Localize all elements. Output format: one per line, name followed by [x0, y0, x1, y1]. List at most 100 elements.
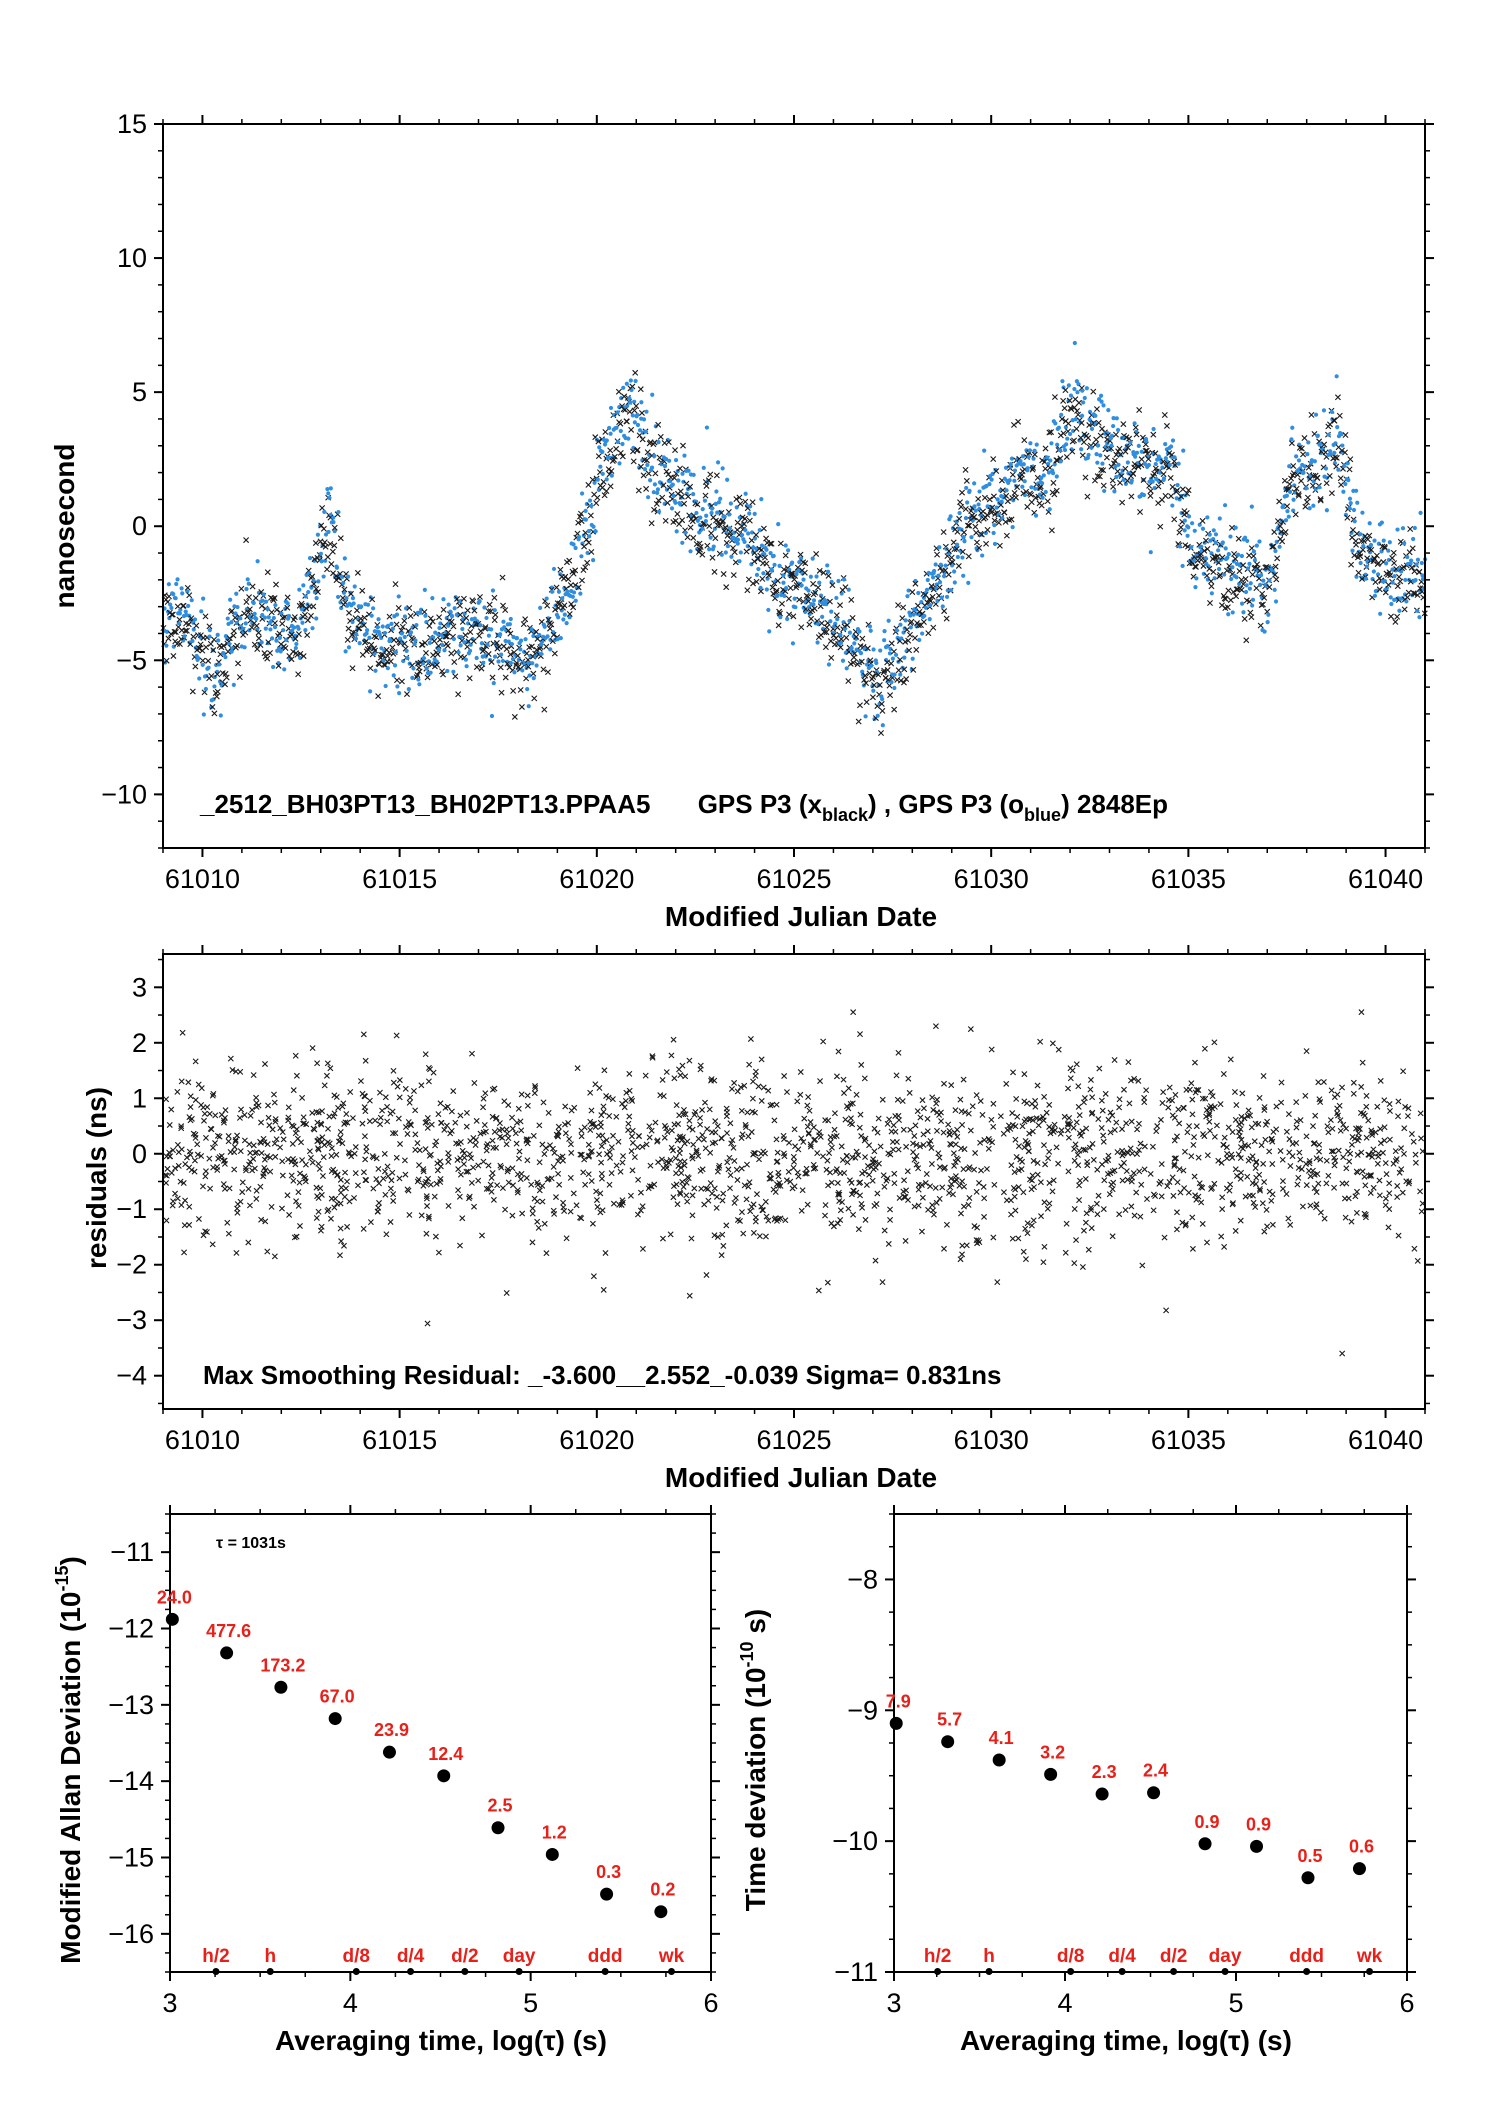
residual-point — [1173, 1226, 1180, 1233]
residual-point — [734, 1088, 741, 1095]
residual-point — [1206, 1110, 1213, 1117]
residual-point — [600, 1108, 607, 1115]
gps-blue-point — [1046, 461, 1051, 467]
gps-blue-point — [648, 478, 653, 483]
residual-point — [1226, 1187, 1233, 1194]
residual-point — [1343, 1165, 1350, 1172]
residual-point — [323, 1072, 330, 1079]
gps-black-point — [785, 595, 792, 602]
gps-black-point — [1203, 572, 1210, 579]
gps-blue-point — [1098, 453, 1103, 458]
residual-point — [1353, 1188, 1360, 1195]
gps-blue-point — [498, 632, 503, 637]
residual-point — [606, 1181, 613, 1188]
residual-point — [460, 1161, 467, 1168]
residual-point — [1355, 1134, 1362, 1141]
gps-blue-point — [1193, 584, 1198, 590]
gps-black-point — [1003, 492, 1010, 499]
gps-black-point — [796, 596, 803, 603]
gps-black-point — [594, 494, 601, 501]
residual-point — [1362, 1211, 1369, 1218]
gps-black-point — [1261, 594, 1268, 601]
gps-blue-point — [902, 655, 907, 660]
gps-blue-point — [579, 554, 584, 559]
residual-point — [703, 1272, 710, 1279]
residual-point — [1158, 1161, 1165, 1168]
gps-black-point — [826, 598, 833, 605]
residual-point — [1114, 1149, 1121, 1156]
residual-point — [1343, 1125, 1350, 1132]
gps-blue-point — [902, 626, 907, 631]
gps-blue-point — [678, 502, 683, 507]
residual-point — [231, 1149, 238, 1156]
residual-point — [683, 1192, 690, 1199]
residual-point — [959, 1178, 966, 1185]
residual-point — [853, 1091, 860, 1098]
residual-point — [423, 1195, 430, 1202]
gps-blue-point — [955, 554, 960, 560]
residual-point — [858, 1061, 865, 1068]
gps-blue-point — [1241, 610, 1246, 615]
gps-blue-point — [490, 588, 496, 593]
gps-black-point — [1276, 498, 1283, 505]
gps-blue-point — [467, 648, 473, 653]
gps-black-point — [934, 551, 941, 558]
gps-black-point — [1286, 481, 1293, 488]
residual-point — [457, 1139, 464, 1145]
residual-point — [245, 1239, 252, 1246]
gps-blue-point — [790, 641, 796, 646]
residual-point — [239, 1179, 246, 1186]
gps-black-point — [514, 652, 521, 659]
residual-point — [1074, 1151, 1081, 1158]
residual-point — [960, 1203, 967, 1210]
residual-point — [600, 1138, 607, 1145]
gps-blue-point — [1350, 548, 1355, 553]
residual-point — [643, 1141, 650, 1148]
gps-black-point — [1389, 555, 1396, 562]
gps-black-point — [284, 594, 291, 601]
gps-black-point — [813, 550, 820, 557]
gps-blue-point — [826, 662, 832, 667]
residual-point — [798, 1207, 805, 1214]
gps-black-point — [1074, 407, 1081, 414]
residual-point — [879, 1096, 886, 1103]
residual-point — [1321, 1215, 1328, 1222]
gps-blue-point — [703, 518, 708, 524]
gps-black-point — [1116, 445, 1123, 452]
ts-xtick-label: 61015 — [362, 864, 437, 894]
residual-point — [676, 1189, 683, 1196]
residual-point — [529, 1239, 536, 1246]
time-series-annotation: _2512_BH03PT13_BH02PT13.PPAA5 GPS P3 (xb… — [199, 789, 1168, 825]
residual-point — [1169, 1112, 1176, 1119]
gps-blue-point — [500, 658, 506, 664]
gps-blue-point — [619, 396, 624, 401]
gps-blue-point — [332, 528, 337, 534]
gps-black-point — [1051, 491, 1058, 498]
gps-black-point — [659, 494, 666, 501]
residual-point — [1111, 1127, 1118, 1133]
gps-black-point — [1160, 471, 1167, 478]
residual-point — [617, 1168, 624, 1175]
gps-blue-point — [397, 636, 403, 641]
gps-black-point — [520, 621, 527, 628]
gps-blue-point — [223, 655, 228, 660]
gps-black-point — [1375, 559, 1382, 566]
residual-point — [1382, 1160, 1389, 1167]
gps-black-point — [379, 651, 386, 658]
gps-black-point — [1001, 509, 1008, 516]
gps-black-point — [1082, 474, 1089, 481]
residual-point — [1041, 1243, 1048, 1250]
gps-black-point — [850, 659, 857, 666]
gps-black-point — [662, 517, 669, 524]
gps-blue-point — [242, 645, 247, 650]
residual-point — [795, 1173, 802, 1180]
residual-point — [756, 1156, 763, 1163]
gps-blue-point — [632, 399, 637, 404]
gps-blue-point — [1323, 466, 1329, 471]
annotation-series1-prefix: GPS P3 (x — [698, 789, 823, 819]
gps-blue-point — [1258, 582, 1263, 587]
gps-black-point — [487, 608, 494, 615]
gps-black-point — [815, 584, 822, 591]
residual-point — [504, 1166, 511, 1173]
residual-point — [713, 1204, 720, 1211]
